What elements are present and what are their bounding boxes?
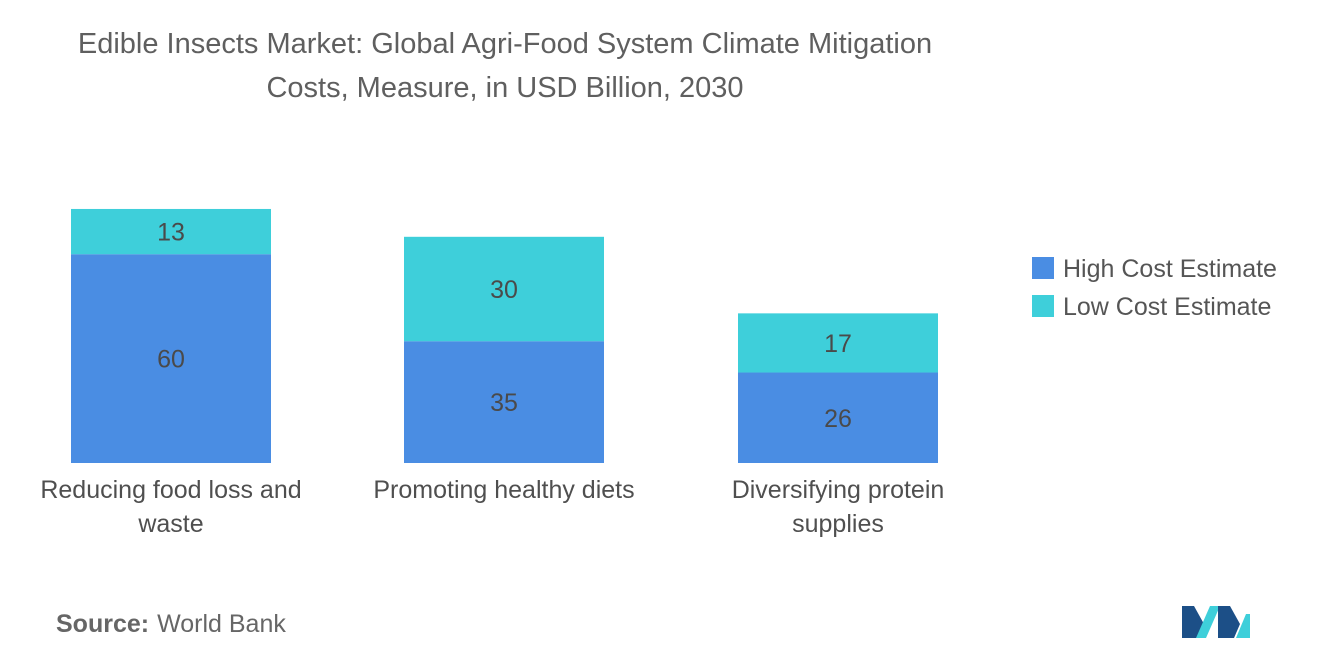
- x-axis-label-3-line-2: supplies: [792, 510, 884, 538]
- legend-swatch-high: [1032, 257, 1054, 279]
- x-axis-label-1-line-1: Reducing food loss and: [40, 476, 301, 504]
- legend-swatch-low: [1032, 295, 1054, 317]
- x-axis-label-3-line-1: Diversifying protein: [732, 476, 945, 504]
- chart-title-line-1: Edible Insects Market: Global Agri-Food …: [77, 28, 933, 60]
- data-label-high-1: 60: [157, 346, 185, 374]
- chart-title-line-2: Costs, Measure, in USD Billion, 2030: [266, 72, 744, 104]
- data-label-high-2: 35: [490, 389, 518, 417]
- bar-segment-high-3: [738, 372, 938, 463]
- x-axis-label-1-line-2: waste: [137, 510, 203, 538]
- stacked-bar-chart: 60 13 Reducing food loss and waste 35 30 Promo…: [40, 208, 1277, 538]
- x-axis-label-2-line-1: Promoting healthy diets: [373, 476, 634, 504]
- bar-segment-low-2: [404, 236, 604, 342]
- bar-segment-low-1: [71, 208, 271, 255]
- bar-segment-high-2: [404, 341, 604, 463]
- source-note: Source: World Bank: [56, 610, 286, 639]
- data-label-high-3: 26: [824, 405, 852, 433]
- source-value: World Bank: [157, 610, 286, 638]
- data-label-low-3: 17: [824, 330, 852, 358]
- data-label-low-1: 13: [157, 219, 185, 247]
- legend-label-low: Low Cost Estimate: [1063, 293, 1271, 321]
- source-label: Source:: [56, 610, 150, 638]
- company-logo-icon: [1182, 606, 1250, 638]
- chart-title: Edible Insects Market: Global Agri-Food …: [30, 22, 980, 110]
- legend-label-high: High Cost Estimate: [1063, 255, 1277, 283]
- data-label-low-2: 30: [490, 276, 518, 304]
- bar-segment-high-1: [71, 254, 271, 463]
- bar-segment-low-3: [738, 313, 938, 373]
